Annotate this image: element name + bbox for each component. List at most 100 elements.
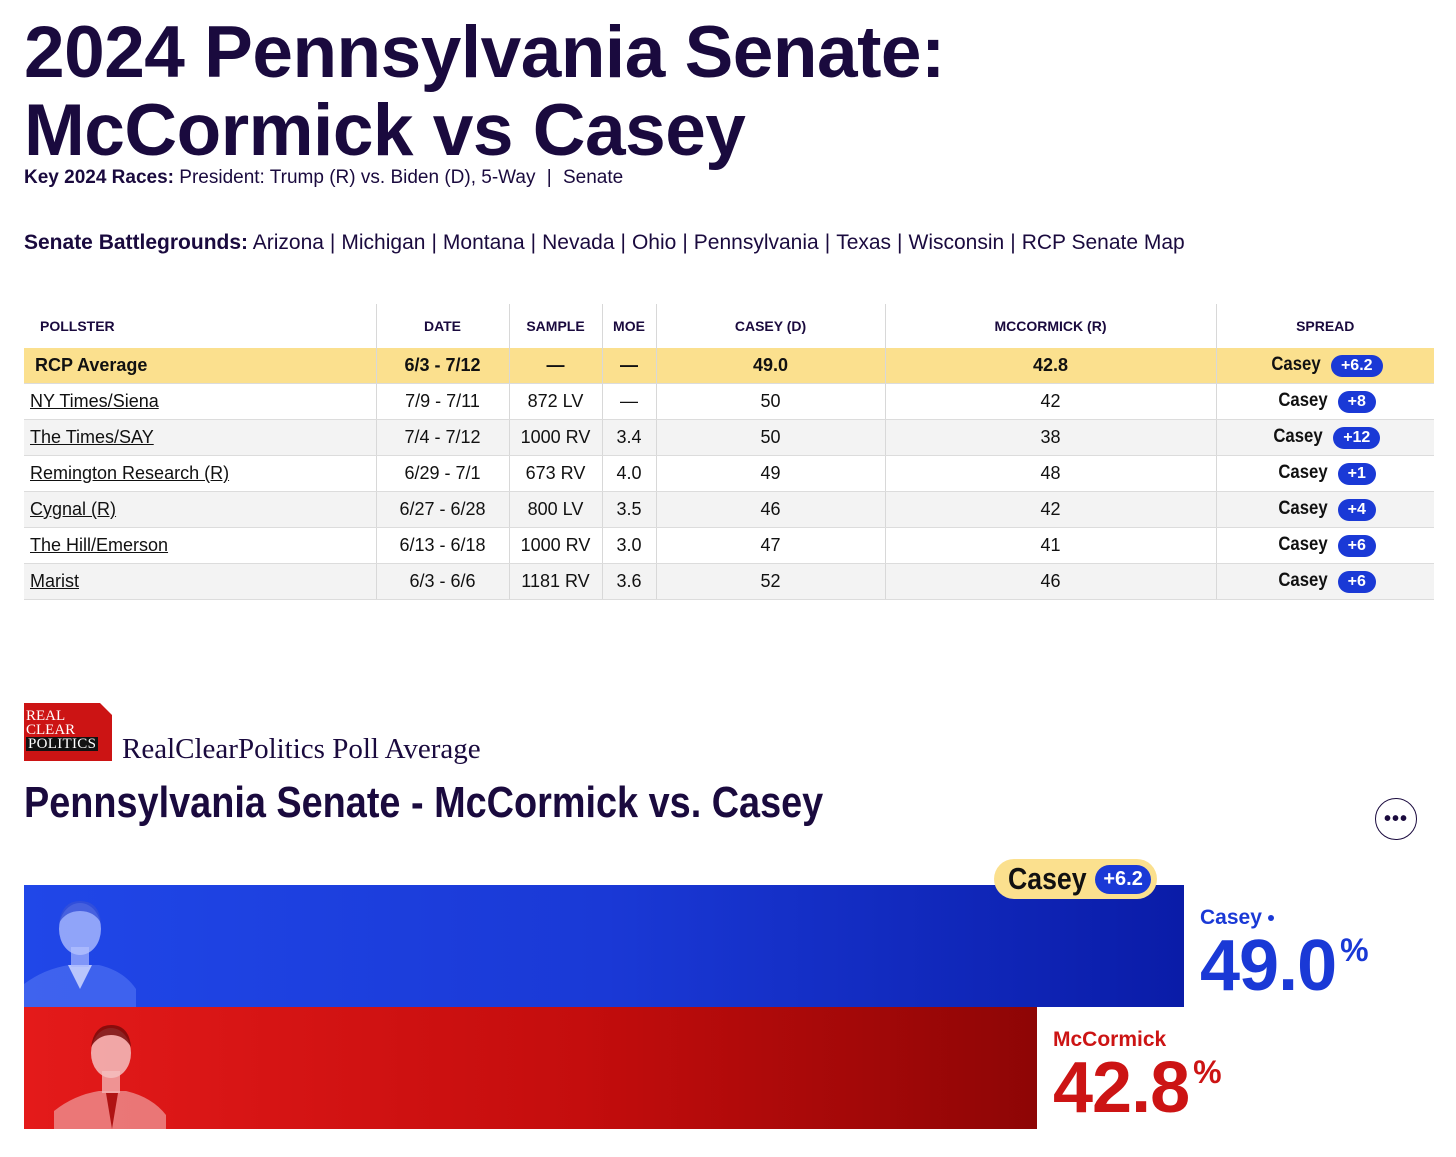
spread-cell: Casey +6 [1215,527,1434,564]
table-header-row: POLLSTER DATE SAMPLE MOE CASEY (D) MCCOR… [24,304,1434,348]
leader-spread-badge: +6.2 [1095,864,1151,894]
battlegrounds-label: Senate Battlegrounds: [24,231,249,254]
mccormick-cell: 41 [884,527,1216,564]
battleground-link-michigan[interactable]: Michigan [341,231,426,254]
page-title-line-1: 2024 Pennsylvania Senate: [24,12,945,93]
mccormick-cell: 42.8 [884,348,1216,384]
battleground-link-montana[interactable]: Montana [442,231,525,254]
divider: | [431,231,437,254]
key-race-link-president[interactable]: President: Trump (R) vs. Biden (D) [179,167,471,188]
mccormick-cell: 46 [884,563,1216,600]
moe-cell: — [601,383,656,420]
battleground-link-ohio[interactable]: Ohio [631,231,677,254]
battleground-link-arizona[interactable]: Arizona [252,231,324,254]
table-row: The Hill/Emerson 6/13 - 6/18 1000 RV 3.0… [24,527,1434,564]
casey-photo [24,901,136,1007]
column-header-mccormick[interactable]: MCCORMICK (R) [884,304,1216,348]
sample-cell: 872 LV [508,383,602,420]
divider: | [824,231,831,254]
column-header-date[interactable]: DATE [375,304,509,348]
casey-cell: 46 [655,491,885,528]
key-race-link-senate[interactable]: Senate [562,167,624,188]
leader-name: Casey [1008,861,1087,896]
column-header-pollster[interactable]: POLLSTER [40,318,115,334]
spread-cell: Casey +1 [1215,455,1434,492]
date-cell: 6/29 - 7/1 [375,455,509,492]
mccormick-result-value: 42.8 [1053,1048,1190,1128]
date-cell: 6/27 - 6/28 [375,491,509,528]
logo-line-clear: CLEAR [26,722,76,738]
date-cell: 6/3 - 7/12 [375,348,509,384]
moe-cell: — [601,348,656,384]
spread-badge: +6 [1337,570,1376,593]
percent-sign: % [1193,1054,1222,1090]
casey-cell: 52 [655,563,885,600]
pollster-link[interactable]: The Times/SAY [30,427,154,447]
key-race-link-5way[interactable]: 5-Way [481,167,536,188]
date-cell: 6/13 - 6/18 [375,527,509,564]
mccormick-result-name: McCormick [1053,1028,1167,1051]
page-title-line-2: McCormick vs Casey [24,90,746,171]
spread-badge: +6.2 [1330,354,1383,377]
casey-cell: 49.0 [655,348,885,384]
ellipsis-icon: ••• [1383,807,1408,830]
divider: | [530,231,537,254]
spread-badge: +4 [1337,498,1376,521]
pollster-link[interactable]: NY Times/Siena [30,391,159,411]
sample-cell: 1181 RV [508,563,602,600]
table-row: Remington Research (R) 6/29 - 7/1 673 RV… [24,455,1434,492]
senate-battlegrounds-nav: Senate Battlegrounds: Arizona | Michigan | M… [24,231,1185,255]
date-cell: 7/4 - 7/12 [375,419,509,456]
sample-cell: 800 LV [508,491,602,528]
leader-badge: Casey +6.2 [994,859,1157,899]
spread-cell: Casey +8 [1215,383,1434,420]
pollster-link[interactable]: Cygnal (R) [30,499,117,519]
battleground-link-nevada[interactable]: Nevada [542,231,615,254]
pollster-link[interactable]: The Hill/Emerson [30,535,169,555]
pollster-cell: The Hill/Emerson [24,527,376,564]
spread-badge: +1 [1337,462,1376,485]
table-row: Marist 6/3 - 6/6 1181 RV 3.6 52 46 Casey… [24,563,1434,600]
mccormick-photo [54,1025,166,1129]
battleground-link-texas[interactable]: Texas [836,231,892,254]
logo-line-real: REAL [26,708,66,724]
pollster-link[interactable]: Marist [30,571,79,591]
mccormick-bar [24,1007,1037,1129]
spread-leader: Casey [1277,534,1328,556]
spread-cell: Casey +6 [1215,563,1434,600]
poll-average-title: Pennsylvania Senate - McCormick vs. Case… [24,778,824,827]
casey-result-name: Casey [1200,906,1369,930]
mccormick-cell: 48 [884,455,1216,492]
moe-cell: 3.6 [601,563,656,600]
percent-sign: % [1340,932,1369,968]
polls-table: POLLSTER DATE SAMPLE MOE CASEY (D) MCCOR… [24,304,1434,600]
battleground-link-pennsylvania[interactable]: Pennsylvania [693,231,819,254]
divider: | [620,231,626,254]
spread-leader: Casey [1277,462,1328,484]
spread-cell: Casey +12 [1215,419,1434,456]
column-header-moe[interactable]: MOE [601,304,656,348]
column-header-sample[interactable]: SAMPLE [508,304,602,348]
table-row: The Times/SAY 7/4 - 7/12 1000 RV 3.4 50 … [24,419,1434,456]
sample-cell: 673 RV [508,455,602,492]
mccormick-result: McCormick 42.8% [1053,1028,1222,1124]
more-options-button[interactable]: ••• [1375,798,1417,840]
page-title: 2024 Pennsylvania Senate: McCormick vs C… [24,14,945,170]
column-header-casey[interactable]: CASEY (D) [655,304,885,348]
casey-cell: 47 [655,527,885,564]
moe-cell: 4.0 [601,455,656,492]
pollster-cell: RCP Average [24,348,376,384]
casey-cell: 49 [655,455,885,492]
column-header-spread[interactable]: SPREAD [1215,304,1434,348]
table-row: Cygnal (R) 6/27 - 6/28 800 LV 3.5 46 42 … [24,491,1434,528]
battleground-link-rcp-senate-map[interactable]: RCP Senate Map [1021,231,1185,254]
mccormick-cell: 38 [884,419,1216,456]
pollster-link[interactable]: Remington Research (R) [30,463,230,483]
divider: | [546,167,552,188]
rcp-logo: REAL CLEAR POLITICS [24,703,112,761]
table-row: NY Times/Siena 7/9 - 7/11 872 LV — 50 42… [24,383,1434,420]
battleground-link-wisconsin[interactable]: Wisconsin [908,231,1005,254]
key-races-nav: Key 2024 Races: President: Trump (R) vs.… [24,167,624,188]
casey-result: Casey 49.0% [1200,906,1369,1002]
mccormick-cell: 42 [884,491,1216,528]
